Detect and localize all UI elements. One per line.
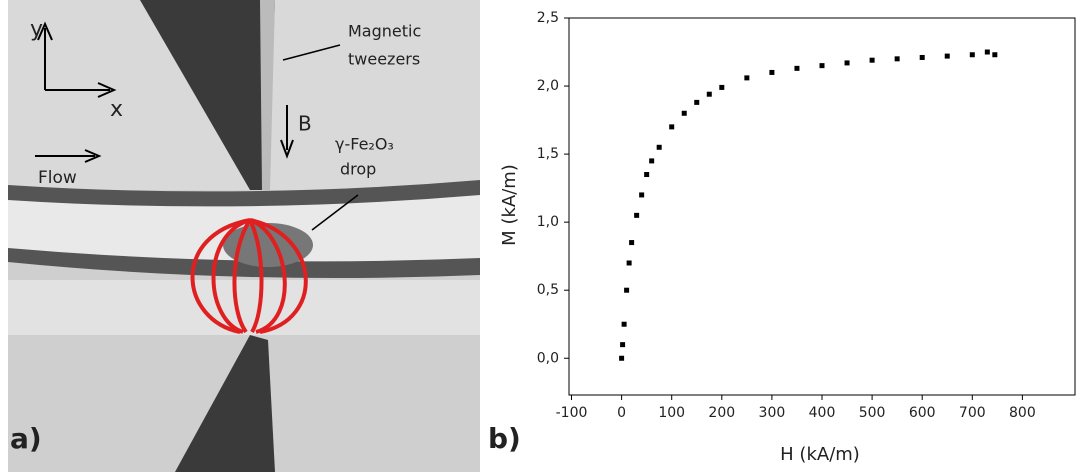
y-tick-label: 1,0	[537, 214, 559, 230]
axis-x-label: x	[110, 97, 123, 122]
data-point	[992, 52, 998, 58]
data-point	[634, 212, 640, 218]
x-tick-label: 0	[617, 405, 626, 421]
annotation: tweezers	[348, 50, 420, 69]
data-point	[984, 49, 990, 55]
data-point	[794, 65, 800, 71]
data-point	[639, 192, 645, 198]
plot-frame	[568, 17, 1076, 396]
data-point	[869, 57, 875, 63]
photo: y x Magnetic tweezers B γ-Fe₂O₃ drop Flo…	[8, 0, 480, 472]
x-tick-label: 600	[909, 405, 936, 421]
annotation: Magnetic	[348, 22, 421, 41]
y-tick-label: 2,0	[537, 78, 559, 94]
data-point	[669, 124, 675, 130]
data-point	[844, 60, 850, 66]
x-tick-label: 300	[759, 405, 786, 421]
annotation: γ-Fe₂O₃	[335, 135, 394, 154]
annotation: Flow	[38, 168, 77, 188]
data-point	[694, 99, 700, 105]
x-tick-label: 200	[708, 405, 735, 421]
annotation: B	[298, 112, 312, 136]
y-tick-label: 1,5	[537, 146, 559, 162]
data-point	[744, 75, 750, 81]
data-point	[819, 63, 825, 69]
x-tick-label: 700	[959, 405, 986, 421]
data-point	[656, 144, 662, 150]
axis-y-label: y	[30, 17, 43, 42]
panel-label: b)	[488, 422, 521, 455]
data-point	[894, 56, 900, 62]
x-tick-label: 400	[809, 405, 836, 421]
x-tick-label: 100	[658, 405, 685, 421]
annotation: drop	[340, 160, 376, 179]
data-point	[626, 260, 632, 266]
y-axis-title: M (kA/m)	[499, 164, 520, 246]
data-point	[919, 54, 925, 60]
data-point	[644, 172, 650, 178]
data-point	[969, 52, 975, 58]
y-tick-label: 0,5	[537, 282, 559, 298]
data-point	[620, 342, 626, 348]
y-tick-label: 0,0	[537, 350, 559, 366]
data-point	[621, 321, 627, 327]
panel-label: a)	[10, 422, 42, 455]
x-tick-label: 800	[1009, 405, 1036, 421]
data-point	[681, 110, 687, 116]
x-tick-label: -100	[556, 405, 588, 421]
data-point	[719, 84, 725, 90]
x-tick-label: 500	[859, 405, 886, 421]
x-axis-title: H (kA/m)	[780, 444, 860, 465]
data-point	[944, 53, 950, 59]
y-tick-label: 2,5	[537, 10, 559, 26]
data-point	[706, 91, 712, 97]
data-point	[624, 287, 630, 293]
data-point	[769, 69, 775, 75]
data-point	[649, 158, 655, 164]
data-point	[629, 240, 635, 246]
data-point	[619, 355, 625, 361]
